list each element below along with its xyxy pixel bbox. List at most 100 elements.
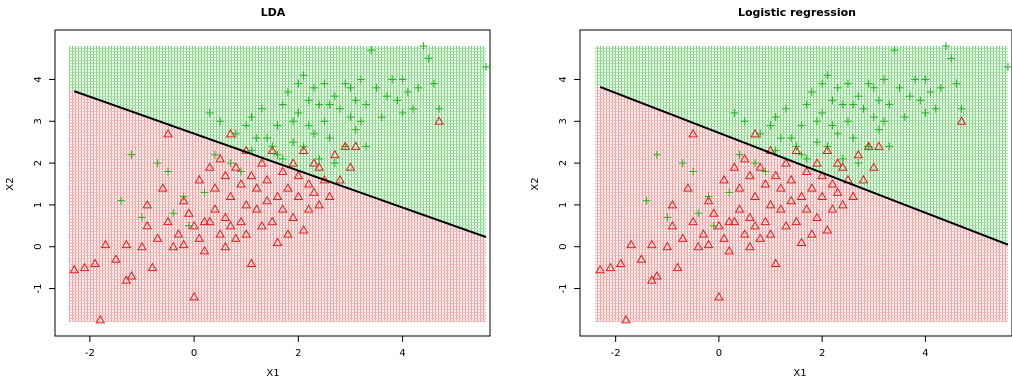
plus-point [210, 150, 219, 159]
y-tick-label: 1 [558, 202, 569, 208]
plus-point [678, 159, 687, 168]
y-tick-label: -1 [33, 284, 44, 294]
triangle-point [126, 270, 137, 280]
decision-regions [69, 46, 486, 322]
triangle-point [293, 170, 304, 180]
plus-point [818, 79, 827, 88]
triangle-point [750, 191, 760, 201]
triangle-point [298, 224, 309, 234]
plus-point [294, 108, 303, 117]
plus-point [164, 167, 173, 176]
plus-point [947, 54, 956, 63]
plus-point [137, 213, 146, 222]
plus-point [735, 150, 744, 159]
triangle-point [111, 254, 121, 263]
triangle-point [812, 212, 822, 221]
triangle-point [121, 239, 132, 249]
plus-point [377, 113, 386, 122]
plus-point [730, 108, 739, 117]
y-axis-label: X2 [5, 177, 16, 190]
plus-point [362, 100, 371, 109]
triangle-point [199, 245, 210, 255]
y-tick-label: 0 [33, 244, 44, 250]
triangle-point [781, 158, 791, 167]
y-tick-label: 2 [558, 160, 569, 166]
plus-point [247, 113, 256, 122]
triangle-point [874, 141, 884, 150]
triangle-point [142, 199, 153, 209]
plus-point [356, 117, 365, 126]
plus-point [127, 150, 136, 159]
triangle-point [863, 141, 874, 150]
triangle-point [204, 162, 215, 171]
triangle-point [225, 220, 236, 230]
triangle-point [745, 170, 755, 180]
plus-point [309, 83, 318, 92]
triangle-point [605, 262, 616, 272]
plus-point [252, 134, 261, 142]
plus-point [226, 159, 235, 168]
plus-point [362, 142, 371, 151]
triangle-point [822, 224, 833, 234]
triangle-point [335, 174, 345, 184]
triangle-point [350, 141, 361, 150]
plus-point [838, 100, 847, 109]
triangle-point [309, 187, 319, 196]
plus-point [304, 96, 313, 105]
triangle-point [241, 199, 252, 209]
triangle-point [595, 264, 606, 274]
plus-point [294, 79, 303, 88]
x-axis-label: X1 [793, 368, 806, 379]
triangle-point [719, 233, 729, 242]
triangle-point [812, 158, 822, 167]
x-tick-label: 0 [716, 348, 722, 359]
y-tick-label: 4 [558, 76, 569, 82]
triangle-point [434, 116, 444, 125]
triangle-point [314, 199, 325, 209]
plus-point [797, 121, 806, 130]
plus-point [854, 159, 863, 168]
region-class-plus [69, 46, 486, 238]
triangle-point [621, 314, 631, 324]
triangle-point [806, 183, 817, 192]
plus-point [911, 75, 920, 84]
plus-point [926, 88, 935, 96]
triangle-point [293, 191, 304, 201]
triangle-point [837, 199, 848, 209]
triangle-point [832, 158, 843, 167]
y-axis-label: X2 [530, 177, 541, 190]
region-class-plus [595, 46, 1008, 245]
triangle-point [770, 170, 781, 180]
triangle-point [288, 212, 298, 221]
plus-point [403, 88, 412, 96]
triangle-point [236, 216, 246, 226]
triangle-point [791, 216, 802, 226]
y-tick-label: 3 [33, 118, 44, 124]
triangle-point [693, 241, 704, 251]
triangle-point [298, 145, 309, 155]
triangle-point [646, 239, 657, 249]
plus-point [278, 100, 287, 109]
plus-point [388, 75, 397, 84]
triangle-point [708, 208, 719, 217]
plus-point [320, 117, 329, 126]
plus-point [771, 113, 780, 122]
triangle-point [152, 233, 163, 242]
x-tick-label: 2 [819, 348, 825, 359]
triangle-point [801, 166, 812, 175]
triangle-point [288, 158, 298, 167]
plus-point [931, 104, 940, 113]
x-tick-label: 0 [191, 348, 197, 359]
triangle-point [314, 162, 325, 171]
plus-point [957, 104, 966, 113]
plus-point [257, 104, 266, 113]
triangle-point [853, 149, 864, 159]
plus-point [273, 121, 282, 130]
triangle-point [246, 258, 257, 267]
triangle-point [303, 204, 314, 213]
triangle-point [225, 191, 236, 201]
triangle-point [683, 183, 693, 192]
triangle-point [163, 216, 173, 226]
plus-point [356, 75, 365, 84]
